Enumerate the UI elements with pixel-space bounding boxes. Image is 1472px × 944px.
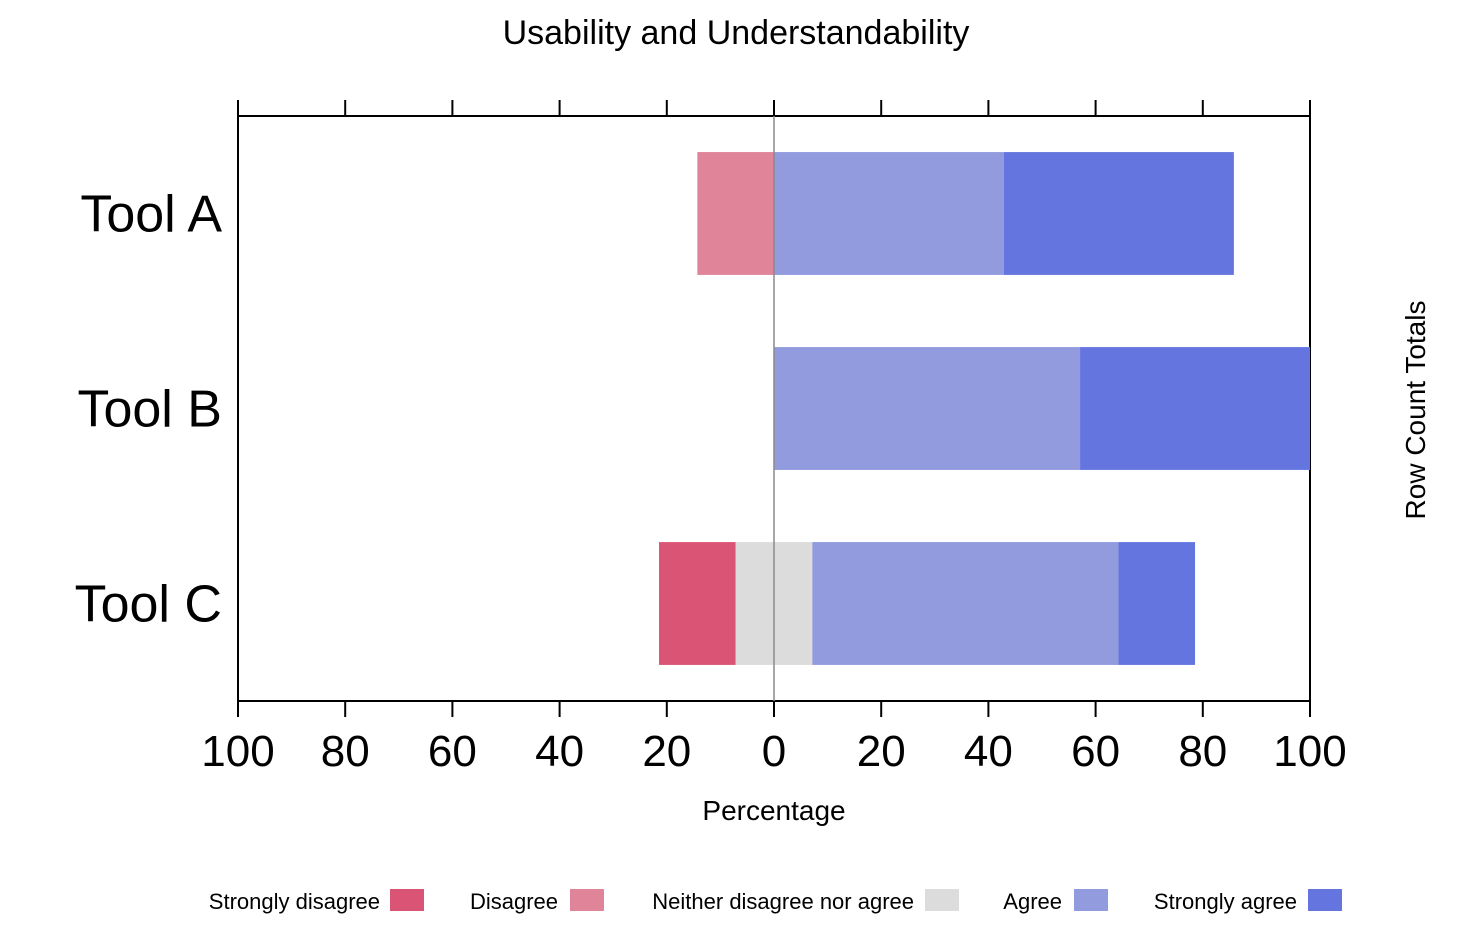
- bar-agree: [774, 347, 1081, 470]
- x-tick-label: 80: [321, 727, 370, 776]
- legend: Strongly disagree Disagree Neither disagre…: [209, 889, 1342, 914]
- x-tick-label: 40: [535, 727, 584, 776]
- x-tick-label: 0: [762, 727, 786, 776]
- bar-strongly-agree: [1118, 542, 1196, 665]
- bar-disagree: [697, 152, 774, 275]
- legend-swatch-neither: [925, 889, 959, 911]
- x-tick-label: 100: [201, 727, 274, 776]
- category-label: Tool C: [75, 576, 222, 634]
- legend-swatch-strongly-agree: [1308, 889, 1342, 911]
- legend-label-agree: Agree: [1003, 889, 1062, 914]
- chart-title: Usability and Understandability: [503, 14, 970, 52]
- legend-label-strongly-disagree: Strongly disagree: [209, 889, 380, 914]
- legend-label-neither: Neither disagree nor agree: [652, 889, 914, 914]
- legend-label-disagree: Disagree: [470, 889, 558, 914]
- bar-agree: [812, 542, 1119, 665]
- bar-strongly-agree: [1003, 152, 1234, 275]
- legend-label-strongly-agree: Strongly agree: [1154, 889, 1297, 914]
- x-tick-label: 100: [1273, 727, 1346, 776]
- plot-area: 100 80 60 40 20 0 20 40 60 80 100 Tool A Tool B Tool …: [75, 100, 1347, 776]
- bar-agree: [774, 152, 1004, 275]
- category-label: Tool B: [77, 381, 222, 439]
- bar-strongly-disagree: [659, 542, 736, 665]
- x-tick-label: 20: [642, 727, 691, 776]
- category-label: Tool A: [80, 186, 222, 244]
- x-tick-label: 60: [428, 727, 477, 776]
- x-tick-label: 40: [964, 727, 1013, 776]
- row-count-totals-label: Row Count Totals: [1400, 301, 1431, 520]
- legend-swatch-agree: [1074, 889, 1108, 911]
- legend-swatch-strongly-disagree: [390, 889, 424, 911]
- x-tick-label: 20: [857, 727, 906, 776]
- x-tick-label: 60: [1071, 727, 1120, 776]
- x-tick-label: 80: [1178, 727, 1227, 776]
- x-axis-label: Percentage: [702, 795, 845, 826]
- bar-strongly-agree: [1080, 347, 1310, 470]
- legend-swatch-disagree: [570, 889, 604, 911]
